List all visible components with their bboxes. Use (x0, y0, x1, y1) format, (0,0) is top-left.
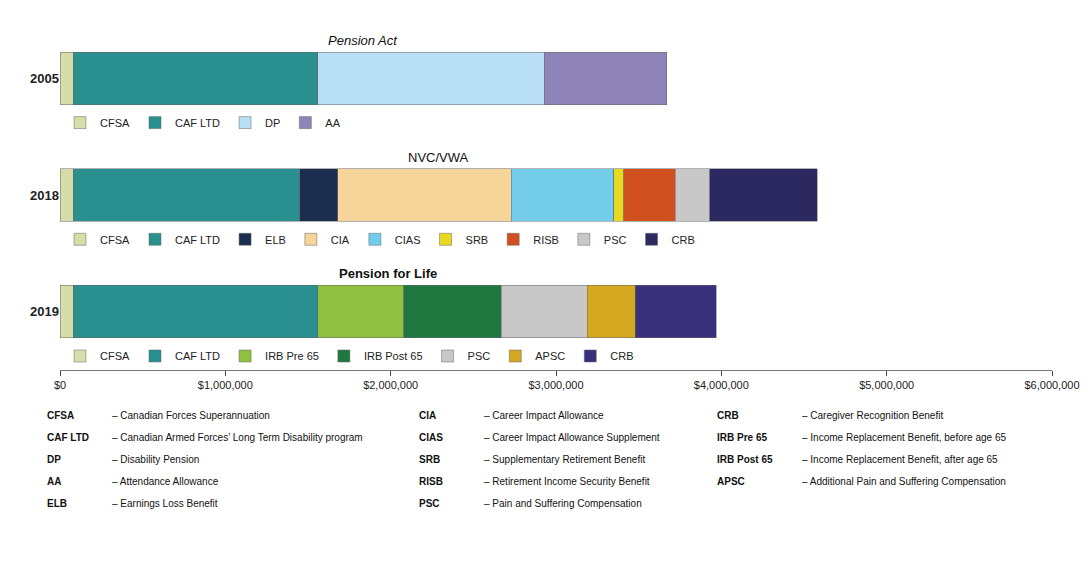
svg-text:CAF LTD: CAF LTD (175, 117, 220, 129)
svg-text:ELB: ELB (265, 234, 286, 246)
svg-text:PSC: PSC (419, 498, 440, 509)
svg-text:DP: DP (265, 117, 280, 129)
svg-text:ELB: ELB (47, 498, 67, 509)
svg-text:AA: AA (325, 117, 340, 129)
svg-text:$1,000,000: $1,000,000 (198, 379, 253, 391)
svg-text:– Caregiver Recognition Benefi: – Caregiver Recognition Benefit (802, 410, 943, 421)
svg-text:– Additional Pain and Sufferin: – Additional Pain and Suffering Compensa… (802, 476, 1006, 487)
svg-text:CAF LTD: CAF LTD (47, 432, 89, 443)
svg-text:AA: AA (47, 476, 61, 487)
svg-text:$4,000,000: $4,000,000 (694, 379, 749, 391)
svg-text:IRB Post 65: IRB Post 65 (364, 350, 423, 362)
svg-text:RISB: RISB (533, 234, 559, 246)
svg-text:2018: 2018 (30, 188, 59, 203)
svg-text:2019: 2019 (30, 304, 59, 319)
svg-text:CAF LTD: CAF LTD (175, 234, 220, 246)
svg-text:CRB: CRB (672, 234, 695, 246)
svg-text:Pension for Life: Pension for Life (339, 266, 437, 281)
svg-text:– Canadian Forces Superannuati: – Canadian Forces Superannuation (112, 410, 270, 421)
svg-text:PSC: PSC (468, 350, 491, 362)
svg-text:$3,000,000: $3,000,000 (528, 379, 583, 391)
svg-text:IRB Pre 65: IRB Pre 65 (717, 432, 767, 443)
svg-text:– Attendance Allowance: – Attendance Allowance (112, 476, 219, 487)
svg-text:SRB: SRB (419, 454, 440, 465)
svg-text:CFSA: CFSA (47, 410, 74, 421)
svg-text:– Income Replacement Benefit,: – Income Replacement Benefit, after age … (802, 454, 998, 465)
svg-text:$2,000,000: $2,000,000 (363, 379, 418, 391)
svg-text:NVC/VWA: NVC/VWA (408, 150, 469, 165)
svg-text:RISB: RISB (419, 476, 443, 487)
svg-text:CIAS: CIAS (395, 234, 421, 246)
svg-text:$6,000,000: $6,000,000 (1024, 379, 1079, 391)
svg-text:CFSA: CFSA (100, 234, 130, 246)
svg-text:– Disability Pension: – Disability Pension (112, 454, 199, 465)
svg-text:SRB: SRB (466, 234, 489, 246)
svg-text:– Career Impact Allowance Supp: – Career Impact Allowance Supplement (484, 432, 660, 443)
svg-text:CIA: CIA (419, 410, 436, 421)
svg-text:– Retirement Income Security B: – Retirement Income Security Benefit (484, 476, 650, 487)
svg-text:CRB: CRB (717, 410, 739, 421)
svg-text:2005: 2005 (30, 71, 59, 86)
svg-text:CIAS: CIAS (419, 432, 443, 443)
svg-text:– Pain and Suffering Compensat: – Pain and Suffering Compensation (484, 498, 642, 509)
svg-text:Pension Act: Pension Act (328, 33, 398, 48)
svg-text:– Supplementary Retirement Ben: – Supplementary Retirement Benefit (484, 454, 645, 465)
svg-text:CRB: CRB (610, 350, 633, 362)
svg-text:PSC: PSC (604, 234, 627, 246)
svg-text:– Career Impact Allowance: – Career Impact Allowance (484, 410, 604, 421)
svg-text:CIA: CIA (331, 234, 350, 246)
svg-text:$0: $0 (54, 379, 66, 391)
svg-text:IRB Pre 65: IRB Pre 65 (265, 350, 319, 362)
svg-text:DP: DP (47, 454, 61, 465)
svg-text:– Income Replacement Benefit,: – Income Replacement Benefit, before age… (802, 432, 1006, 443)
svg-text:APSC: APSC (717, 476, 745, 487)
svg-text:CFSA: CFSA (100, 117, 130, 129)
svg-text:$5,000,000: $5,000,000 (859, 379, 914, 391)
svg-text:CFSA: CFSA (100, 350, 130, 362)
svg-text:IRB Post 65: IRB Post 65 (717, 454, 773, 465)
svg-text:APSC: APSC (535, 350, 565, 362)
svg-text:– Canadian Armed Forces’ Long: – Canadian Armed Forces’ Long Term Disab… (112, 432, 363, 443)
svg-text:– Earnings Loss Benefit: – Earnings Loss Benefit (112, 498, 218, 509)
svg-text:CAF LTD: CAF LTD (175, 350, 220, 362)
